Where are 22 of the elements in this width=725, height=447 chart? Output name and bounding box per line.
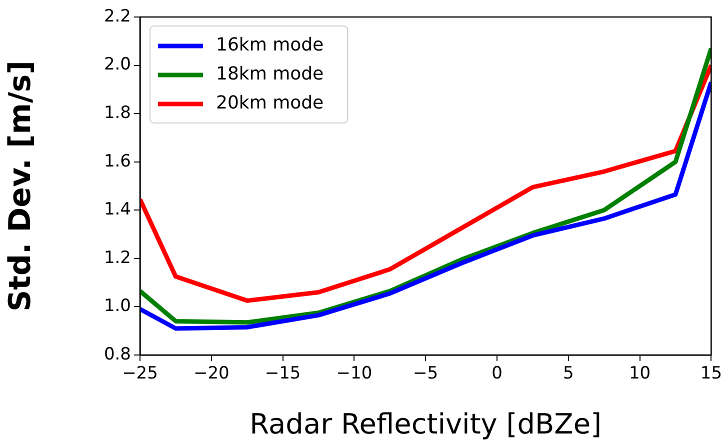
x-tick-label: 5 [562,364,574,384]
y-tick-label: 1.4 [104,200,131,220]
y-tick-label: 2.2 [104,6,131,26]
x-tick-label: −25 [122,364,158,384]
legend-label: 20km mode [216,92,324,114]
y-tick-label: 1.2 [104,248,131,268]
y-tick-label: 1.0 [104,296,131,316]
y-tick-label: 1.8 [104,102,131,123]
legend-label: 16km mode [216,34,324,56]
y-tick-label: 0.8 [104,344,131,364]
x-tick-label: 0 [492,364,502,384]
x-tick-label: −10 [336,364,372,384]
y-tick-label: 1.6 [104,151,131,172]
x-tick-label: −15 [264,364,301,384]
y-axis-title: Std. Dev. [m/s] [2,60,38,312]
x-tick-label: −5 [413,364,438,384]
x-axis-title: Radar Reflectivity [dBZe] [250,407,602,440]
x-tick-label: −20 [193,364,230,384]
x-tick-label: 10 [628,364,651,384]
legend-label: 18km mode [216,64,324,85]
x-tick-label: 15 [700,364,722,384]
y-tick-label: 2.0 [104,54,131,75]
